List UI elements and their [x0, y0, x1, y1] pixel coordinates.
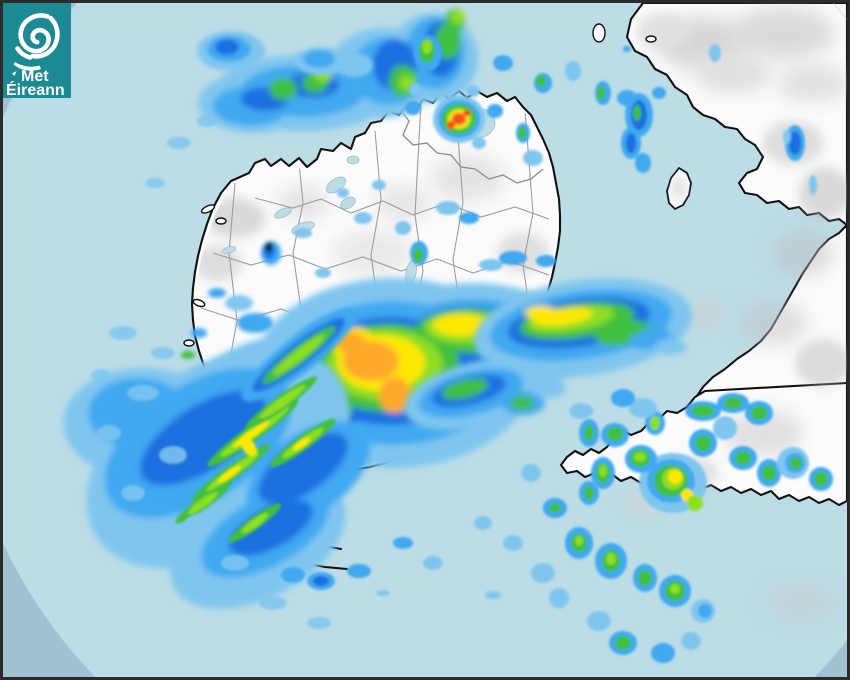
echo-south-midlands-band [404, 359, 566, 431]
northern-ireland-border [398, 107, 544, 184]
echo-east-coast-band [473, 278, 693, 378]
echo-northern-ireland-showers [405, 35, 611, 166]
radar-map[interactable] [3, 3, 847, 677]
logo-text-eireann: Éireann [6, 80, 65, 98]
met-eireann-logo[interactable]: Met Éireann [3, 3, 71, 99]
spiral-swirl-icon [15, 13, 60, 60]
spiral-tail-icon [13, 62, 41, 71]
logo-canvas: Met Éireann [3, 3, 71, 99]
echo-west-coast-band [181, 241, 357, 402]
echo-donegal [197, 31, 373, 77]
echo-wales-showers [569, 403, 833, 513]
echo-lough-neagh-cell [433, 95, 485, 143]
echo-scotland-southwest [617, 46, 666, 173]
radar-echo-layer [63, 9, 833, 663]
echo-wales-north [611, 389, 773, 425]
radar-map-canvas[interactable] [3, 3, 847, 677]
echo-nw-england [709, 44, 817, 195]
logo-text-met: Met [21, 68, 49, 85]
echo-celtic-sea-showers [281, 464, 715, 663]
echo-north-atlantic [198, 9, 478, 133]
echo-midlands-light [294, 180, 556, 278]
fada-accent-icon [12, 71, 17, 76]
echo-light-drizzle [91, 115, 331, 629]
